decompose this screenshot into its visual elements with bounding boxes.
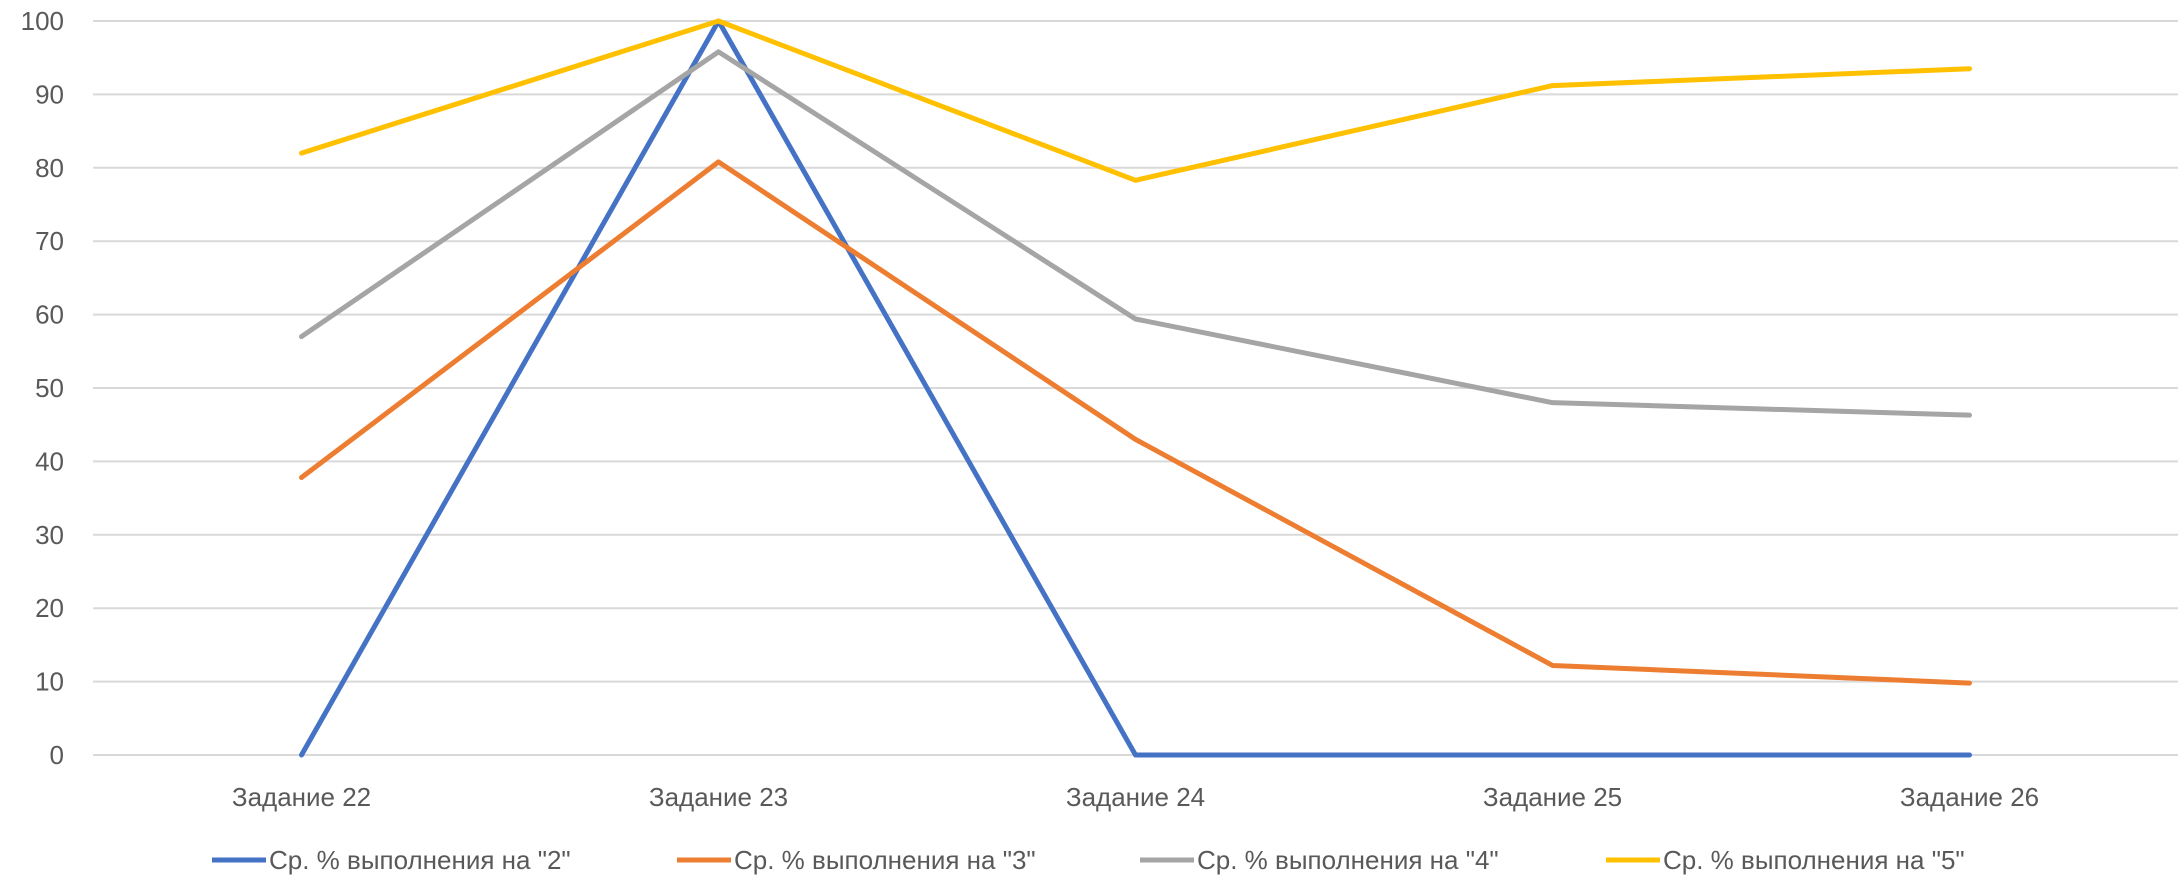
x-tick-label: Задание 25: [1483, 782, 1622, 812]
legend-item: Ср. % выполнения на "4": [1140, 845, 1499, 875]
legend-label: Ср. % выполнения на "5": [1663, 845, 1965, 875]
y-tick-label: 70: [35, 226, 64, 256]
legend-item: Ср. % выполнения на "2": [212, 845, 571, 875]
legend-item: Ср. % выполнения на "5": [1606, 845, 1965, 875]
series-line-5: [299, 18, 1972, 183]
y-tick-label: 50: [35, 373, 64, 403]
legend-label: Ср. % выполнения на "4": [1197, 845, 1499, 875]
series-line-4: [299, 49, 1972, 418]
y-tick-label: 90: [35, 79, 64, 109]
x-tick-label: Задание 26: [1900, 782, 2039, 812]
y-tick-label: 80: [35, 153, 64, 183]
y-tick-label: 20: [35, 593, 64, 623]
legend: Ср. % выполнения на "2" Ср. % выполнения …: [212, 845, 1965, 875]
series-lines: [299, 18, 1972, 758]
legend-label: Ср. % выполнения на "2": [269, 845, 571, 875]
y-tick-label: 0: [50, 740, 64, 770]
legend-item: Ср. % выполнения на "3": [677, 845, 1036, 875]
y-axis-ticks: 0 10 20 30 40 50 60 70 80 90 100: [21, 6, 64, 770]
y-tick-label: 60: [35, 300, 64, 330]
y-tick-label: 100: [21, 6, 64, 36]
series-line-3: [299, 159, 1972, 686]
legend-label: Ср. % выполнения на "3": [734, 845, 1036, 875]
x-tick-label: Задание 23: [649, 782, 788, 812]
gridlines: [93, 20, 2178, 756]
y-tick-label: 30: [35, 520, 64, 550]
x-axis-ticks: Задание 22 Задание 23 Задание 24 Задание 25…: [232, 782, 2039, 812]
x-tick-label: Задание 24: [1066, 782, 1205, 812]
x-tick-label: Задание 22: [232, 782, 371, 812]
y-tick-label: 10: [35, 667, 64, 697]
y-tick-label: 40: [35, 446, 64, 476]
